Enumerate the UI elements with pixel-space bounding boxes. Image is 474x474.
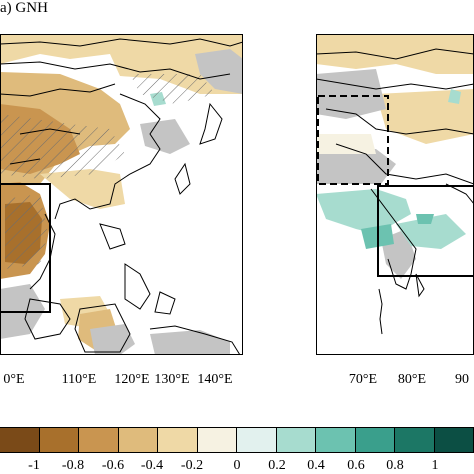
panel-b-map [316,34,474,355]
masked-land-5 [150,330,230,355]
colorbar-label-1: -0.8 [61,458,85,473]
region-box-india [377,185,474,277]
panel-a-tick-4: 140°E [197,372,233,387]
colorbar-label-10: 1 [431,458,439,473]
colorbar-box-6 [236,427,277,453]
masked-land-2 [140,119,190,154]
anomaly-masked-b2 [316,149,396,184]
anomaly-light-b5 [316,134,376,154]
panel-a-tick-0: 0°E [3,372,25,387]
hatch-north [0,114,125,179]
anomaly-light-north-b [316,34,474,74]
colorbar-label-3: -0.4 [140,458,164,473]
colorbar-box-10 [394,427,435,453]
panel-b-tick-2: 90 [455,372,469,387]
anomaly-teal-b4 [416,214,434,224]
colorbar-box-5 [196,427,237,453]
colorbar-box-9 [354,427,395,453]
colorbar [0,427,474,453]
hatch-indochina [5,194,48,269]
panel-b-map-svg [316,34,474,335]
anomaly-south-china [40,169,125,209]
colorbar-box-0 [0,427,40,453]
hatch-northeast [130,74,215,104]
panel-a-title: a) GNH [0,0,48,16]
colorbar-box-2 [78,427,119,453]
panel-a-map-svg [0,34,243,355]
colorbar-label-8: 0.6 [347,458,365,473]
panel-a-tick-2: 120°E [114,372,150,387]
colorbar-box-8 [315,427,356,453]
colorbar-label-7: 0.4 [307,458,325,473]
colorbar-label-5: 0 [233,458,241,473]
colorbar-box-4 [157,427,198,453]
colorbar-box-7 [275,427,316,453]
panel-a-map [0,34,243,355]
colorbar-label-9: 0.8 [386,458,404,473]
panel-a-tick-3: 130°E [154,372,190,387]
anomaly-teal-b2 [396,214,466,249]
region-box-indochina [0,183,51,313]
anomaly-spot-b [448,89,461,104]
masked-land-1 [195,49,243,94]
colorbar-label-4: -0.2 [180,458,204,473]
colorbar-label-2: -0.6 [101,458,125,473]
colorbar-box-3 [117,427,158,453]
region-box-dashed [317,95,389,185]
coastlines-b [316,48,474,335]
colorbar-label-6: 0.2 [268,458,286,473]
panel-b-tick-1: 80°E [397,372,427,387]
panel-a-tick-1: 110°E [61,372,97,387]
panel-b-tick-0: 70°E [348,372,378,387]
anomaly-tibet-b [376,89,474,144]
anomaly-teal-b1 [316,189,411,234]
masked-land-4 [90,324,135,355]
coastlines [0,38,243,355]
colorbar-box-11 [433,427,474,453]
colorbar-label-0: -1 [28,458,40,473]
colorbar-box-1 [38,427,79,453]
anomaly-masked-b1 [316,69,386,119]
